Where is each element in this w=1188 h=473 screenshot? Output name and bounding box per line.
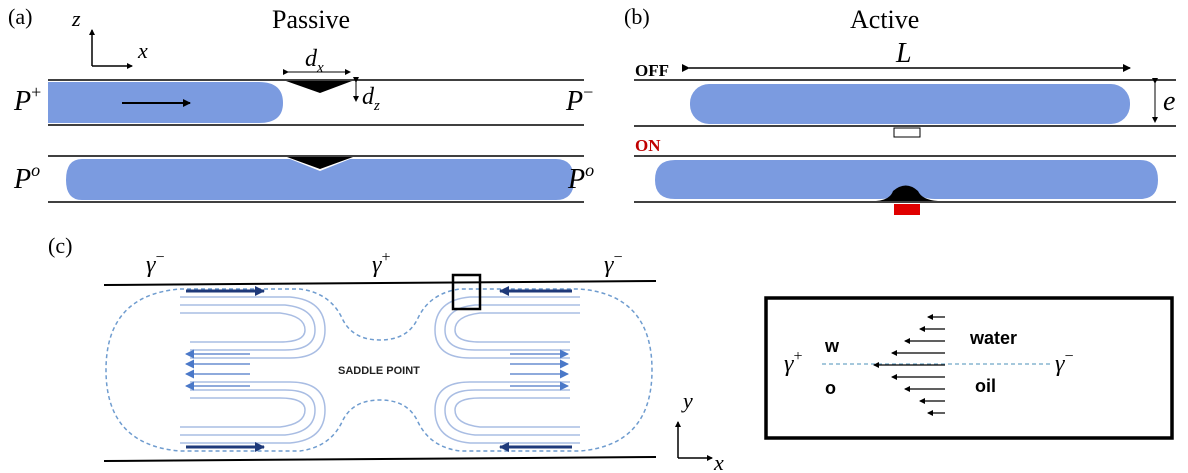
pressure-right-bottom: Po xyxy=(567,160,594,195)
axis-y-label: y xyxy=(681,388,693,413)
panel-a: (a) Passive z x dx dz P+ P− xyxy=(8,4,594,203)
inset-o-label: o xyxy=(825,378,836,398)
droplet-on xyxy=(655,160,1158,199)
height-label: e xyxy=(1163,86,1175,117)
panel-b: (b) Active OFF L e ON xyxy=(624,4,1176,215)
panel-a-label: (a) xyxy=(8,4,32,29)
heated-bump xyxy=(876,185,938,201)
flow-markers-right xyxy=(510,349,569,391)
inset-water-label: water xyxy=(969,328,1017,348)
dx-label: dx xyxy=(305,46,324,76)
on-label: ON xyxy=(635,136,661,155)
channel-wall-bottom-c xyxy=(103,456,657,462)
gamma-plus-center: γ+ xyxy=(372,249,391,278)
dz-label: dz xyxy=(362,84,380,114)
flow-markers-left xyxy=(185,349,250,391)
axis-x-label: x xyxy=(137,38,148,63)
axes-yx-icon xyxy=(675,421,713,461)
wall-flow-arrows xyxy=(186,286,572,452)
inset-frame xyxy=(764,296,1174,440)
constriction-anchor-2 xyxy=(287,157,353,169)
droplet-off xyxy=(690,84,1130,124)
axis-x-label-c: x xyxy=(713,450,724,473)
heater-on xyxy=(894,204,920,215)
panel-c-label: (c) xyxy=(48,233,72,258)
axes-zx-icon xyxy=(89,29,133,69)
velocity-profile-arrows xyxy=(873,314,945,416)
zoom-box xyxy=(451,273,482,311)
heater-off xyxy=(893,127,921,138)
droplet-anchored xyxy=(66,159,574,200)
panel-b-title: Active xyxy=(850,5,919,34)
saddle-point-label: SADDLE POINT xyxy=(338,365,420,377)
streamlines-left xyxy=(180,296,326,444)
inset-gamma-plus: γ+ xyxy=(784,348,803,377)
panel-a-title: Passive xyxy=(272,5,350,34)
interface-inset: w o water oil γ+ γ− xyxy=(764,296,1174,440)
channel-wall-top-c xyxy=(103,280,657,286)
gamma-minus-right: γ− xyxy=(604,249,623,278)
inset-oil-label: oil xyxy=(975,376,996,396)
length-label: L xyxy=(895,38,912,69)
gamma-minus-left: γ− xyxy=(146,249,165,278)
pressure-left-bottom: Po xyxy=(13,160,40,195)
inset-w-label: w xyxy=(824,336,840,356)
off-label: OFF xyxy=(635,61,669,80)
axis-z-label: z xyxy=(71,6,81,31)
constriction-anchor xyxy=(286,81,352,93)
pressure-right-top: P− xyxy=(565,82,593,117)
pressure-left-top: P+ xyxy=(13,82,41,117)
panel-b-label: (b) xyxy=(624,4,650,29)
droplet-outline xyxy=(105,288,653,452)
inset-gamma-minus: γ− xyxy=(1055,348,1074,377)
panel-c: (c) γ− γ+ γ− xyxy=(48,233,724,473)
streamlines-right xyxy=(434,296,580,444)
